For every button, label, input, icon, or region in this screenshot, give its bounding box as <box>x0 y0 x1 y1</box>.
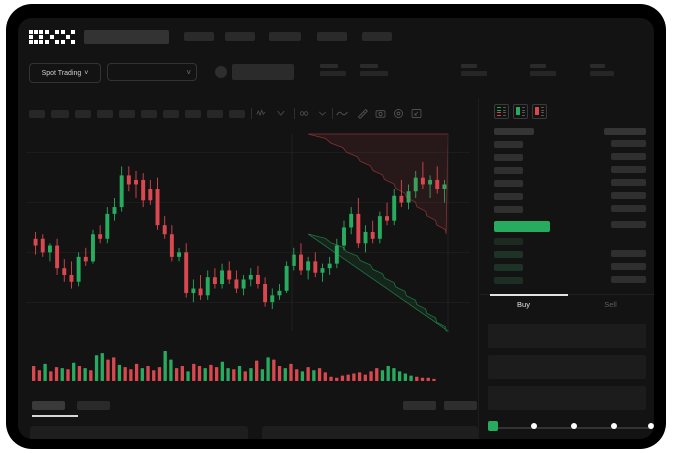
nav-item-5[interactable] <box>362 32 392 41</box>
nav-item-2[interactable] <box>225 32 255 41</box>
ruler-icon[interactable] <box>356 107 369 120</box>
settings-icon[interactable] <box>392 107 405 120</box>
chevron-down-icon: ˅ <box>186 67 191 77</box>
stat-last-price <box>320 64 346 76</box>
timeframe-5[interactable] <box>119 110 135 118</box>
timeframe-9[interactable] <box>207 110 223 118</box>
order-price-field[interactable] <box>488 324 646 348</box>
timeframe-1[interactable] <box>29 110 45 118</box>
nav-item-1[interactable] <box>184 32 214 41</box>
pair-name[interactable] <box>232 64 294 80</box>
orderbook-bid-size[interactable] <box>611 250 646 257</box>
indicator-icon[interactable] <box>256 107 269 120</box>
order-form-tabs: Buy Sell <box>480 294 654 318</box>
orderbook-last-price[interactable] <box>494 221 550 232</box>
orderbook-ask-size[interactable] <box>611 166 646 173</box>
vertical-divider <box>478 98 479 439</box>
camera-icon[interactable] <box>374 107 387 120</box>
panel-left[interactable] <box>30 426 248 439</box>
stat-change <box>360 64 388 76</box>
orderbook-ask-size[interactable] <box>611 179 646 186</box>
timeframe-2[interactable] <box>51 110 69 118</box>
orderbook-ask-row[interactable] <box>494 141 523 148</box>
tab-action-1[interactable] <box>403 401 436 410</box>
pair-info-bar: Spot Trading ˅ ˅ <box>18 56 654 88</box>
orders-tab-bar <box>18 396 478 420</box>
orderbook-bids-icon[interactable] <box>513 104 528 119</box>
orderbook-asks-icon[interactable] <box>532 104 547 119</box>
timeframe-7[interactable] <box>163 110 179 118</box>
orderbook-header-right <box>604 128 646 135</box>
trading-mode-label: Spot Trading <box>41 69 82 77</box>
trading-mode-selector[interactable]: Spot Trading ˅ <box>29 63 101 83</box>
orderbook-both-icon[interactable] <box>494 104 509 119</box>
slider-step-50[interactable] <box>571 423 577 429</box>
depth-overlay <box>291 133 450 332</box>
chart-toolbar <box>18 104 478 126</box>
coin-avatar <box>215 66 227 78</box>
volume-chart <box>18 343 478 391</box>
slider-step-75[interactable] <box>611 423 617 429</box>
chevron-down-icon: ˅ <box>84 69 89 77</box>
order-book <box>480 98 654 294</box>
order-amount-field[interactable] <box>488 355 646 379</box>
amount-slider-track[interactable] <box>490 427 650 429</box>
tab-open-orders[interactable] <box>32 401 65 410</box>
line-chart-icon[interactable] <box>336 107 349 120</box>
stat-volume <box>590 64 614 76</box>
tab-action-2[interactable] <box>444 401 477 410</box>
price-chart[interactable] <box>18 126 478 341</box>
orderbook-bid-row[interactable] <box>494 238 523 245</box>
timeframe-3[interactable] <box>75 110 91 118</box>
okx-logo[interactable] <box>29 30 75 44</box>
tab-buy[interactable]: Buy <box>517 300 530 309</box>
stat-low <box>530 64 556 76</box>
tablet-device-frame: Spot Trading ˅ ˅ <box>6 4 666 449</box>
orderbook-bid-size[interactable] <box>611 263 646 270</box>
tab-order-history[interactable] <box>77 401 110 410</box>
chevron-down-icon[interactable] <box>316 107 329 120</box>
orderbook-header-left <box>494 128 534 135</box>
volume-series <box>32 351 436 381</box>
orderbook-bid-row[interactable] <box>494 277 523 284</box>
orderbook-ask-row[interactable] <box>494 154 523 161</box>
compare-icon[interactable] <box>276 107 289 120</box>
orderbook-ask-row[interactable] <box>494 180 523 187</box>
timeframe-4[interactable] <box>97 110 113 118</box>
orderbook-ask-size[interactable] <box>611 140 646 147</box>
tab-sell[interactable]: Sell <box>604 300 617 309</box>
orderbook-ask-row[interactable] <box>494 206 523 213</box>
order-total-field[interactable] <box>488 386 646 410</box>
bottom-panels <box>18 422 478 439</box>
pair-selector[interactable]: ˅ <box>107 63 197 81</box>
template-icon[interactable] <box>298 107 311 120</box>
timeframe-8[interactable] <box>185 110 201 118</box>
active-tab-underline <box>32 415 78 417</box>
orderbook-ask-row[interactable] <box>494 193 523 200</box>
panel-right[interactable] <box>262 426 478 439</box>
orderbook-ask-size[interactable] <box>611 205 646 212</box>
orderbook-ask-row[interactable] <box>494 167 523 174</box>
slider-step-100[interactable] <box>648 423 654 429</box>
active-order-tab-underline <box>490 294 568 296</box>
orderbook-last-size <box>611 221 646 228</box>
candlestick-series <box>33 161 447 309</box>
orderbook-ask-size[interactable] <box>611 192 646 199</box>
orderbook-bid-row[interactable] <box>494 251 523 258</box>
orderbook-bid-size[interactable] <box>611 276 646 283</box>
search-input[interactable] <box>84 30 169 44</box>
fullscreen-icon[interactable] <box>410 107 423 120</box>
amount-slider-handle[interactable] <box>488 421 498 431</box>
stat-high <box>461 64 487 76</box>
app-screen: Spot Trading ˅ ˅ <box>18 18 654 439</box>
timeframe-6[interactable] <box>141 110 157 118</box>
top-navigation-bar <box>18 18 654 56</box>
timeframe-10[interactable] <box>229 110 245 118</box>
orderbook-bid-row[interactable] <box>494 264 523 271</box>
slider-step-25[interactable] <box>531 423 537 429</box>
nav-item-3[interactable] <box>269 32 301 41</box>
orderbook-ask-size[interactable] <box>611 153 646 160</box>
nav-item-4[interactable] <box>317 32 347 41</box>
